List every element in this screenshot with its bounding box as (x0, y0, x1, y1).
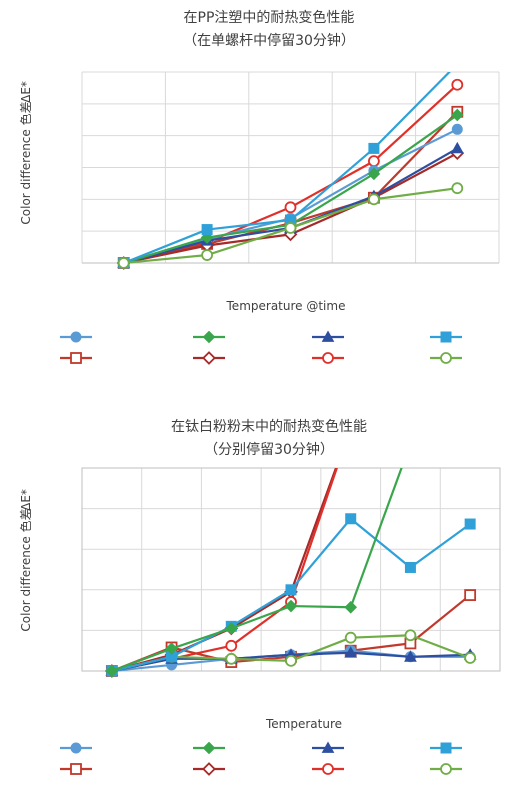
legend (60, 330, 462, 365)
data-point-dj (344, 646, 358, 658)
legend-item-lm (193, 741, 225, 755)
data-point-mll (225, 652, 238, 665)
legend-item-dj (312, 741, 344, 753)
series-lm (105, 468, 403, 678)
data-point-mll (404, 629, 417, 642)
x-axis-label: Temperature @time (226, 299, 346, 313)
data-point-lm (367, 167, 381, 181)
y-axis-unit-label: ΔE* (19, 489, 33, 511)
data-point-dj (404, 650, 417, 662)
data-point-xm (285, 584, 297, 596)
legend-item-hzm8 (193, 351, 225, 365)
data-point-xm (201, 224, 213, 236)
x-axis-label: Temperature (265, 717, 342, 731)
legend-marker (440, 763, 452, 775)
series-line-lm (111, 468, 403, 673)
chart-title: 在PP注塑中的耐热变色性能 (184, 9, 355, 26)
legend-item-dr-2588 (60, 742, 92, 754)
legend-marker (70, 763, 82, 775)
chart-titanium-powder: 在钛白粉粉末中的耐热变色性能 （分别停留30分钟） Color differen… (19, 418, 501, 776)
legend-marker (70, 742, 82, 754)
data-point-lm (105, 664, 119, 678)
legend-marker (202, 762, 216, 776)
data-point-xm (345, 513, 357, 525)
data-point-mll (284, 222, 297, 234)
data-point-xm (368, 142, 380, 154)
legend-marker (202, 330, 216, 344)
data-point-km (284, 201, 297, 214)
data-point-xm (464, 518, 476, 530)
series-mll (117, 182, 464, 269)
chart-pp-injection: 在PP注塑中的耐热变色性能 （在单螺杆中停留30分钟） Color differ… (19, 9, 500, 365)
series-km (105, 468, 338, 677)
legend-item-mll (430, 352, 462, 364)
legend-marker (322, 352, 334, 364)
data-point-lm (284, 599, 298, 613)
legend-item-hzm8 (193, 762, 225, 776)
legend-marker (202, 351, 216, 365)
legend-item-dr-2588 (60, 331, 92, 343)
plot-area (81, 467, 501, 678)
legend-marker (440, 742, 452, 754)
legend-marker (321, 741, 335, 753)
legend (60, 741, 462, 776)
plot-area (81, 71, 500, 270)
legend-marker (202, 741, 216, 755)
legend-item-mll (430, 763, 462, 775)
data-point-mll (464, 652, 477, 664)
legend-item-xm (430, 331, 462, 343)
chart-subtitle: （分别停留30分钟） (204, 441, 334, 458)
y-axis-unit-label: ΔE* (19, 81, 33, 103)
legend-marker (440, 352, 452, 364)
data-point-lm (224, 622, 238, 635)
legend-item-km (312, 352, 344, 364)
legend-item-lm (193, 330, 225, 344)
data-point-mll (344, 631, 357, 644)
data-point-xm (404, 561, 416, 573)
chart-subtitle: （在单螺杆中停留30分钟） (183, 32, 355, 49)
legend-marker (322, 763, 334, 775)
legend-marker (70, 352, 82, 364)
data-point-mll (367, 193, 380, 206)
data-point-mll (117, 257, 130, 269)
data-point-km (451, 78, 464, 91)
legend-marker (321, 330, 335, 342)
legend-item-hzm5 (60, 352, 92, 364)
data-point-lm (450, 108, 464, 122)
data-point-km (225, 639, 238, 652)
series-dr-2588 (118, 123, 463, 269)
legend-item-hzm5 (60, 763, 92, 775)
series-hzm8 (104, 468, 338, 678)
legend-marker (70, 331, 82, 343)
data-point-lm (344, 600, 358, 614)
legend-marker (440, 331, 452, 343)
data-point-mll (285, 654, 297, 667)
data-point-km (367, 155, 380, 168)
data-point-dj (450, 141, 464, 154)
data-point-hzm5 (464, 589, 477, 601)
legend-item-dj (312, 330, 344, 342)
data-point-dr-2588 (451, 123, 463, 135)
y-axis-label: Color difference 色差 (19, 508, 33, 631)
chart-title: 在钛白粉粉末中的耐热变色性能 (171, 418, 367, 435)
y-axis-label: Color difference 色差 (19, 101, 33, 224)
data-point-mll (201, 249, 214, 261)
legend-item-km (312, 763, 344, 775)
data-point-mll (451, 182, 464, 195)
plot-frame (81, 467, 501, 672)
legend-item-xm (430, 742, 462, 754)
data-point-lm (165, 642, 178, 655)
